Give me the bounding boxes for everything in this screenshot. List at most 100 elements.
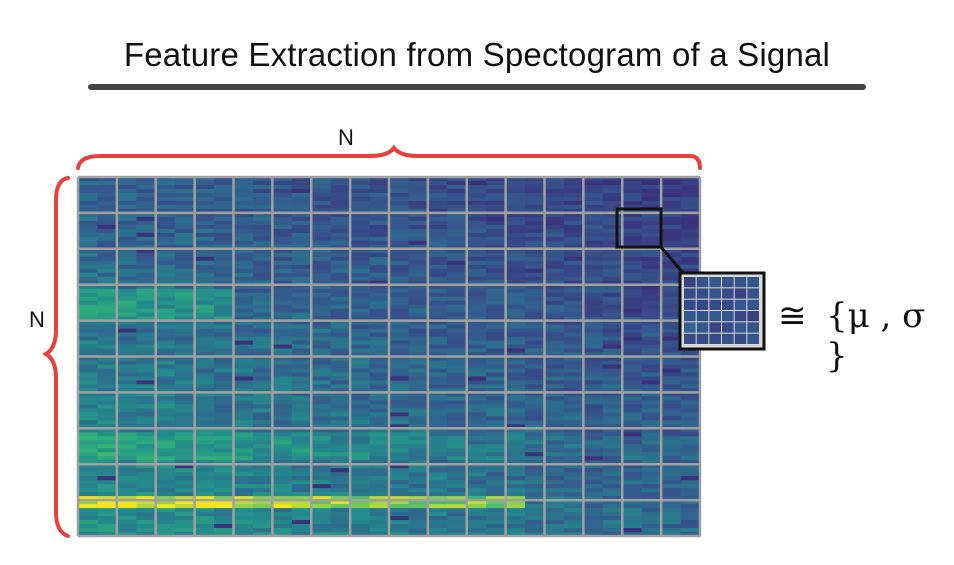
- spectrogram-cell: [97, 520, 118, 525]
- spectrogram-cell: [214, 280, 235, 286]
- spectrogram-cell: [291, 396, 312, 401]
- spectrogram-cell: [194, 204, 215, 210]
- spectrogram-cell: [330, 524, 351, 529]
- spectrogram-cell: [214, 388, 235, 393]
- spectrogram-cell: [369, 464, 390, 469]
- spectrogram-cell: [233, 324, 254, 330]
- spectrogram-cell: [97, 212, 118, 218]
- spectrogram-cell: [369, 212, 390, 218]
- spectrogram-cell: [155, 392, 176, 397]
- spectrogram-cell: [136, 240, 157, 246]
- spectrogram-cell: [330, 184, 351, 190]
- spectrogram-cell: [155, 456, 176, 461]
- spectrogram-cell: [408, 284, 429, 290]
- spectrogram-cell: [369, 256, 390, 262]
- spectrogram-cell: [155, 300, 176, 306]
- spectrogram-cell: [389, 188, 410, 194]
- spectrogram-cell: [622, 480, 643, 485]
- spectrogram-cell: [680, 408, 701, 413]
- spectrogram-cell: [233, 264, 254, 270]
- spectrogram-cell: [544, 352, 565, 358]
- spectrogram-cell: [661, 400, 682, 405]
- spectrogram-cell: [389, 204, 410, 210]
- spectrogram-cell: [408, 480, 429, 485]
- spectrogram-cell: [544, 184, 565, 190]
- spectrogram-cell: [447, 388, 468, 393]
- spectrogram-cell: [408, 328, 429, 334]
- spectrogram-cell: [583, 448, 604, 453]
- spectrogram-cell: [602, 296, 623, 302]
- spectrogram-cell: [330, 236, 351, 242]
- spectrogram-cell: [505, 344, 526, 350]
- spectrogram-cell: [350, 260, 371, 266]
- spectrogram-cell: [369, 204, 390, 210]
- spectrogram-cell: [311, 260, 332, 266]
- spectrogram-cell: [583, 188, 604, 194]
- spectrogram-cell: [525, 480, 546, 485]
- spectrogram-cell: [563, 368, 584, 374]
- spectrogram-cell: [97, 252, 118, 258]
- spectrogram-cell: [194, 280, 215, 286]
- spectrogram-cell: [622, 256, 643, 262]
- spectrogram-cell: [583, 204, 604, 210]
- spectrogram-cell: [408, 236, 429, 242]
- spectrogram-cell: [466, 400, 487, 405]
- spectrogram-cell: [97, 476, 118, 481]
- spectrogram-cell: [563, 512, 584, 517]
- spectrogram-cell: [563, 388, 584, 393]
- spectrogram-cell: [78, 232, 99, 238]
- zoom-patch-cell: [709, 288, 721, 299]
- spectrogram-cell: [525, 344, 546, 350]
- spectrogram-cell: [466, 344, 487, 350]
- spectrogram-cell: [350, 488, 371, 493]
- spectrogram-cell: [641, 388, 662, 393]
- spectrogram-cell: [252, 392, 273, 397]
- spectrogram-cell: [408, 256, 429, 262]
- spectrogram-cell: [505, 204, 526, 210]
- spectrogram-cell: [389, 416, 410, 421]
- spectrogram-cell: [563, 260, 584, 266]
- spectrogram-cell: [136, 476, 157, 481]
- spectrogram-cell: [369, 304, 390, 310]
- spectrogram-cell: [389, 344, 410, 350]
- spectrogram-cell: [272, 204, 293, 210]
- spectrogram-cell: [583, 452, 604, 457]
- spectrogram-cell: [466, 328, 487, 334]
- spectrogram-cell: [97, 177, 118, 182]
- spectrogram-cell: [602, 468, 623, 473]
- spectrogram-cell: [330, 444, 351, 449]
- spectrogram-cell: [175, 200, 196, 206]
- spectrogram-cell: [175, 177, 196, 182]
- spectrogram-cell: [97, 492, 118, 497]
- spectrogram-cell: [194, 488, 215, 493]
- spectrogram-cell: [602, 412, 623, 417]
- spectrogram-cell: [194, 380, 215, 386]
- spectrogram-cell: [505, 476, 526, 481]
- spectrogram-cell: [369, 392, 390, 397]
- spectrogram-cell: [350, 192, 371, 198]
- spectrogram-cell: [272, 444, 293, 449]
- spectrogram-cell: [680, 472, 701, 477]
- spectrogram-cell: [369, 324, 390, 330]
- spectrogram-cell: [466, 320, 487, 326]
- spectrogram-cell: [136, 228, 157, 234]
- spectrogram-cell: [544, 364, 565, 370]
- spectrogram-cell: [78, 500, 99, 505]
- spectrogram-cell: [389, 380, 410, 386]
- spectrogram-cell: [505, 272, 526, 278]
- spectrogram-cell: [311, 288, 332, 294]
- spectrogram-cell: [661, 324, 682, 330]
- spectrogram-cell: [447, 528, 468, 533]
- spectrogram-cell: [525, 400, 546, 405]
- spectrogram-cell: [116, 376, 137, 382]
- spectrogram-cell: [447, 432, 468, 437]
- spectrogram-cell: [272, 177, 293, 182]
- spectrogram-cell: [505, 312, 526, 318]
- spectrogram-cell: [486, 320, 507, 326]
- spectrogram-cell: [622, 232, 643, 238]
- spectrogram-cell: [427, 356, 448, 362]
- spectrogram-cell: [272, 520, 293, 525]
- mean-std-set: {μ , σ }: [826, 296, 926, 376]
- spectrogram-cell: [563, 188, 584, 194]
- spectrogram-cell: [272, 352, 293, 358]
